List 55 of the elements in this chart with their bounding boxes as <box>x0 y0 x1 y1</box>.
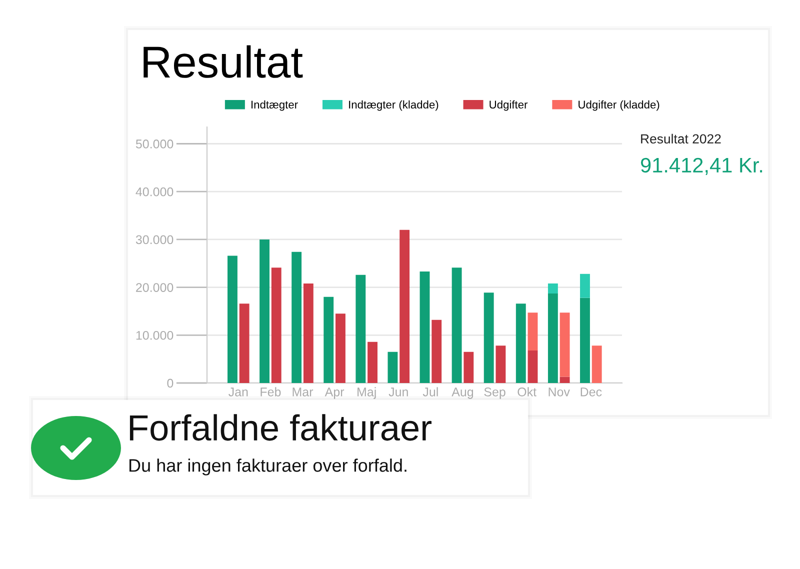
bar <box>420 272 430 383</box>
legend-label: Udgifter <box>490 100 528 111</box>
y-tick-label: 30.000 <box>136 235 174 244</box>
text: Resultat 2022 <box>641 134 721 144</box>
bar <box>400 230 410 383</box>
x-tick-label: Mar <box>292 388 314 396</box>
chart-title: Resultat <box>144 45 303 78</box>
bar <box>496 346 506 383</box>
bar <box>452 268 462 383</box>
bar <box>368 342 378 383</box>
bar <box>548 283 558 294</box>
bar <box>388 352 398 383</box>
bar <box>292 252 302 383</box>
x-tick-label: Jun <box>388 388 408 396</box>
bar <box>528 312 538 350</box>
bar <box>560 312 570 377</box>
bar <box>580 274 590 298</box>
bar <box>464 352 474 383</box>
bar <box>580 298 590 383</box>
y-tick-label: 10.000 <box>136 330 174 340</box>
bar <box>324 296 334 383</box>
bar <box>528 350 538 383</box>
bar <box>260 239 270 383</box>
y-tick-label: 40.000 <box>136 187 174 196</box>
x-tick-label: Okt <box>518 387 536 396</box>
x-tick-label: Jan <box>228 388 248 396</box>
y-tick-label: 20.000 <box>136 283 174 292</box>
legend-label: Indtægter <box>252 100 298 111</box>
text: Forfaldne fakturaer <box>130 414 432 441</box>
legend-label: Indtægter (kladde) <box>349 100 438 111</box>
x-tick-label: Nov <box>548 388 570 396</box>
bar <box>356 274 366 383</box>
bar <box>228 256 238 383</box>
y-tick-label: 0 <box>167 378 174 388</box>
bar <box>336 314 346 383</box>
text: 91.412,41 Kr. <box>640 158 762 176</box>
bar <box>484 292 494 383</box>
bar <box>432 320 442 383</box>
bar <box>592 346 602 383</box>
x-tick-label: Aug <box>452 388 474 399</box>
x-tick-label: Sep <box>484 387 506 399</box>
x-tick-label: Feb <box>260 387 281 396</box>
y-tick-label: 50.000 <box>136 140 174 148</box>
bar <box>548 294 558 383</box>
bar <box>239 304 250 383</box>
x-tick-label: Dec <box>580 388 602 396</box>
text: Du har ingen fakturaer over forfald. <box>129 458 406 476</box>
bar <box>303 283 314 383</box>
x-tick-label: Jul <box>422 387 438 396</box>
legend-label: Udgifter (kladde) <box>578 100 660 111</box>
bar <box>560 376 570 383</box>
bar <box>271 268 282 383</box>
bar <box>516 304 526 383</box>
x-tick-label: Apr <box>324 388 344 399</box>
x-tick-label: Maj <box>358 387 376 399</box>
